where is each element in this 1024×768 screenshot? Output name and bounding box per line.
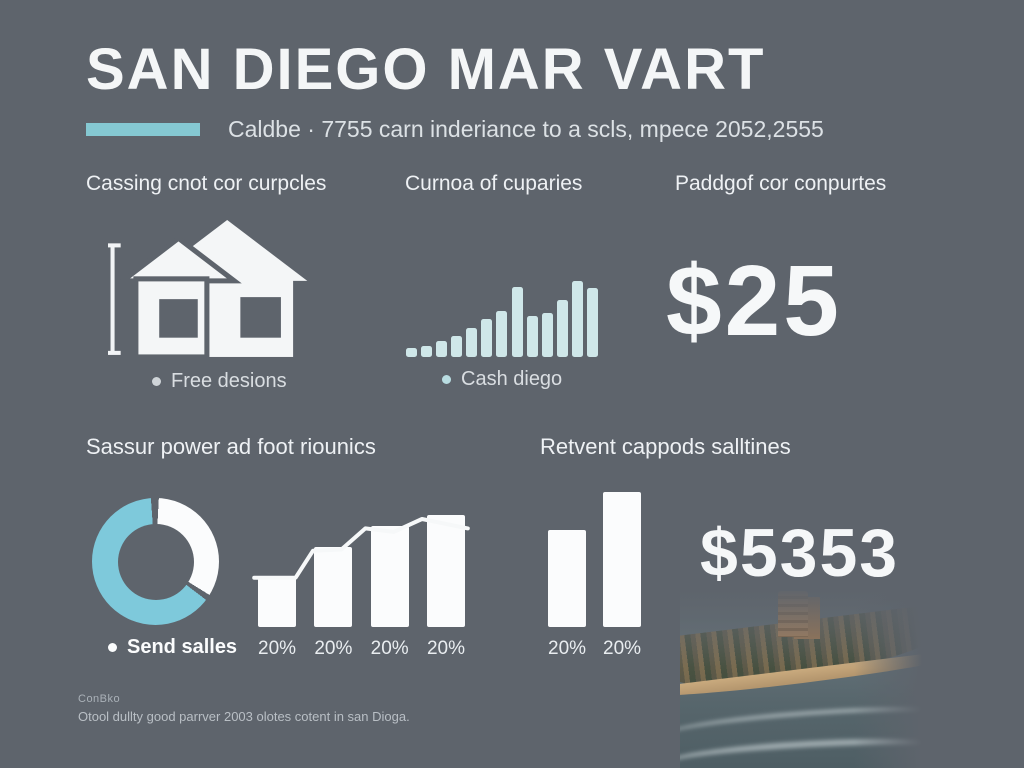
bullet-icon [152, 377, 161, 386]
sales-donut-chart [92, 498, 219, 625]
coastline-photo [680, 583, 928, 768]
bar [426, 515, 465, 627]
bar [436, 340, 448, 357]
section-title-cash: Curnoa of cuparies [405, 172, 583, 195]
bar-label: 20% [370, 638, 409, 659]
bar [548, 529, 586, 627]
recent-bar-chart [548, 492, 641, 627]
bar [571, 281, 583, 357]
bar-label: 20% [258, 638, 297, 659]
bar [481, 319, 493, 357]
recent-labels-row: 20% 20% [548, 638, 641, 660]
bar [586, 288, 598, 357]
section-title-sales: Sassur power ad foot riounics [86, 434, 376, 459]
recent-bars-group [548, 492, 641, 627]
page-subtitle: Caldbe · 7755 carn inderiance to a scls,… [228, 116, 824, 142]
house-left-window [159, 299, 198, 338]
sales-caption-label: Send salles [127, 636, 238, 658]
footer-line2: Otool dullty good parrver 2003 olotes co… [78, 709, 410, 724]
growth-bar-line-chart [252, 492, 470, 627]
teal-accent-bar [86, 123, 200, 136]
bar [556, 299, 568, 357]
footer: ConBko Otool dullty good parrver 2003 ol… [78, 693, 410, 724]
measure-line-icon [105, 243, 121, 355]
bar [314, 547, 353, 627]
cash-bar-chart [406, 281, 598, 357]
bar [421, 345, 433, 357]
donut-hole [117, 523, 194, 600]
sales-caption: Send salles [108, 636, 237, 659]
bar [603, 492, 641, 627]
bar [541, 312, 553, 357]
bar-label: 20% [426, 638, 466, 659]
photo-fade-overlay [853, 583, 928, 768]
page-title: SAN DIEGO MAR VART [86, 37, 766, 102]
bullet-icon [442, 375, 451, 384]
bar [406, 347, 417, 357]
bar [451, 336, 463, 357]
houses-svg [105, 220, 308, 360]
bar [466, 328, 478, 357]
growth-labels-row: 20% 20% 20% 20% [252, 638, 470, 660]
section-title-recent: Retvent cappods salltines [540, 434, 791, 459]
footer-line1: ConBko [78, 693, 121, 705]
cash-caption: Cash diego [442, 368, 562, 391]
housing-caption-label: Free desions [171, 370, 287, 392]
house-icon [105, 218, 322, 360]
bar [258, 576, 296, 627]
bar [370, 526, 409, 627]
section-title-housing: Cassing cnot cor curpcles [86, 172, 327, 195]
cash-bars-group [406, 281, 598, 357]
housing-caption: Free desions [152, 370, 287, 393]
bar [526, 315, 538, 357]
section-title-price: Paddgof cor conpurtes [675, 172, 887, 195]
growth-bars-group [252, 492, 470, 627]
bar [511, 287, 523, 357]
price-value: $25 [666, 245, 842, 357]
recent-value: $5353 [700, 515, 900, 591]
bullet-icon [108, 643, 117, 652]
bar [496, 310, 508, 357]
subtitle-row: Caldbe · 7755 carn inderiance to a scls,… [86, 116, 824, 143]
bar-label: 20% [603, 638, 642, 659]
bar-label: 20% [548, 638, 587, 659]
bar-label: 20% [314, 638, 353, 659]
cash-caption-label: Cash diego [461, 368, 563, 390]
